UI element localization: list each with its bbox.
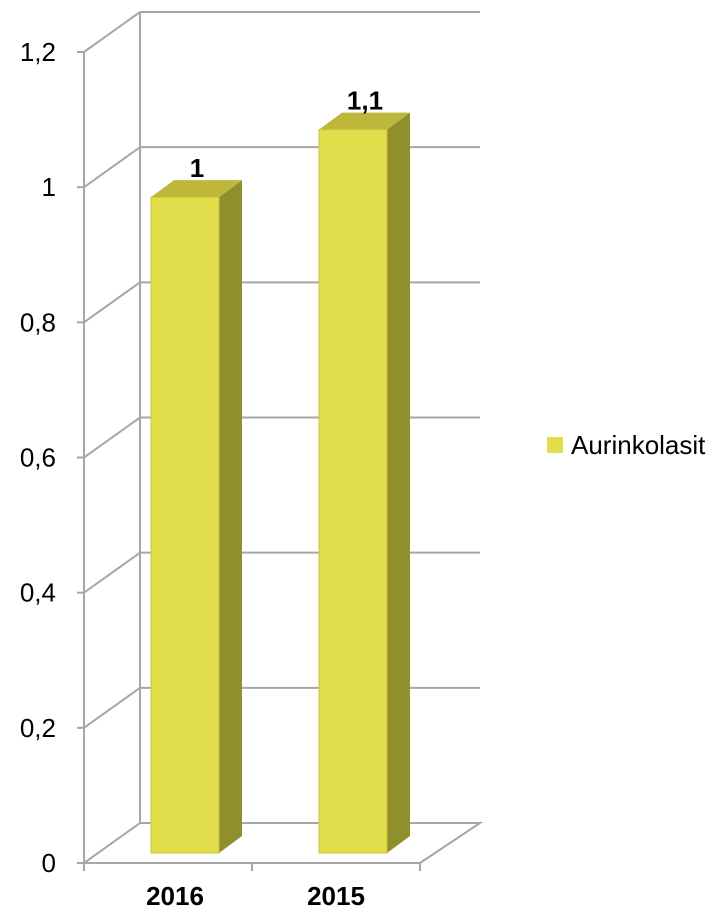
gridline-diagonal — [83, 551, 141, 594]
data-label: 1,1 — [347, 86, 383, 116]
y-tick-label: 1 — [42, 172, 56, 202]
x-tick-label: 2016 — [146, 881, 204, 911]
y-tick-label: 0 — [42, 848, 56, 878]
legend-swatch — [547, 437, 563, 453]
bar-top — [151, 180, 242, 198]
bar-side — [387, 112, 410, 854]
y-tick-label: 0,4 — [20, 578, 56, 608]
axes — [77, 12, 421, 871]
bar — [150, 196, 220, 854]
gridline-diagonal — [83, 416, 141, 459]
bar-side — [219, 180, 242, 853]
y-tick-label: 1,2 — [20, 37, 56, 67]
gridline-diagonal — [83, 281, 141, 324]
labels: 0 0,2 0,4 0,6 0,8 1 1,2 1 2016 1,1 2015 — [20, 37, 383, 911]
y-tick-label: 0,6 — [20, 443, 56, 473]
gridlines — [83, 11, 484, 864]
legend: Aurinkolasit — [547, 430, 706, 460]
data-label: 1 — [190, 153, 204, 183]
gridline-diagonal — [83, 687, 141, 729]
bar-top — [319, 112, 410, 130]
x-tick-label: 2015 — [307, 881, 365, 911]
bar — [318, 129, 388, 854]
y-tick-label: 0,8 — [20, 307, 56, 337]
legend-label: Aurinkolasit — [571, 430, 706, 460]
bars — [150, 112, 410, 854]
y-tick-label: 0,2 — [20, 713, 56, 743]
floor-outline — [83, 822, 484, 864]
gridline-diagonal — [83, 11, 141, 53]
gridline-diagonal — [83, 146, 141, 188]
